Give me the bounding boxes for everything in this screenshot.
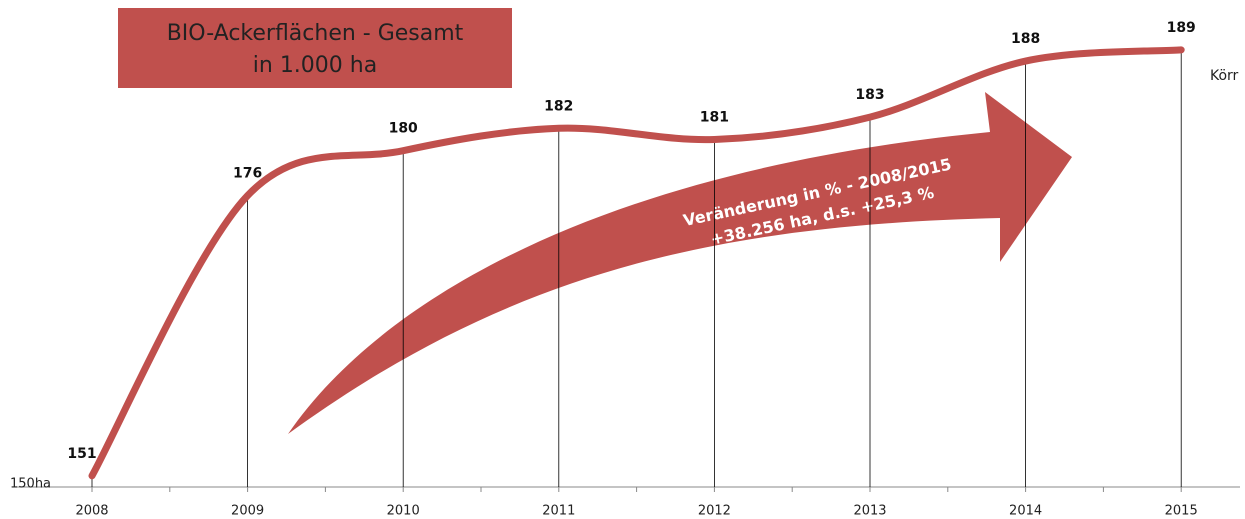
data-label: 181 (700, 110, 729, 126)
x-tick-label: 2014 (1009, 504, 1042, 519)
x-tick-label: 2011 (542, 504, 575, 519)
data-label: 188 (1011, 31, 1040, 47)
x-tick-label: 2008 (75, 504, 108, 519)
trend-arrow (288, 92, 1072, 434)
x-tick-label: 2010 (387, 504, 420, 519)
data-label: 183 (855, 87, 884, 103)
data-label: 189 (1167, 20, 1196, 36)
x-tick-label: 2012 (698, 504, 731, 519)
data-label: 182 (544, 98, 573, 114)
x-tick-label: 2015 (1165, 504, 1198, 519)
title-box (118, 8, 512, 88)
data-line (88, 46, 1185, 480)
data-label: 180 (389, 121, 418, 137)
x-tick-label: 2013 (853, 504, 886, 519)
y-tick-label: 150ha (10, 477, 51, 492)
chart-subtitle: in 1.000 ha (253, 53, 377, 78)
chart-title: BIO-Ackerflächen - Gesamt (167, 21, 464, 46)
data-label: 151 (67, 446, 96, 462)
legend-label: Körr (1210, 68, 1239, 84)
data-label: 176 (233, 166, 262, 182)
x-tick-label: 2009 (231, 504, 264, 519)
